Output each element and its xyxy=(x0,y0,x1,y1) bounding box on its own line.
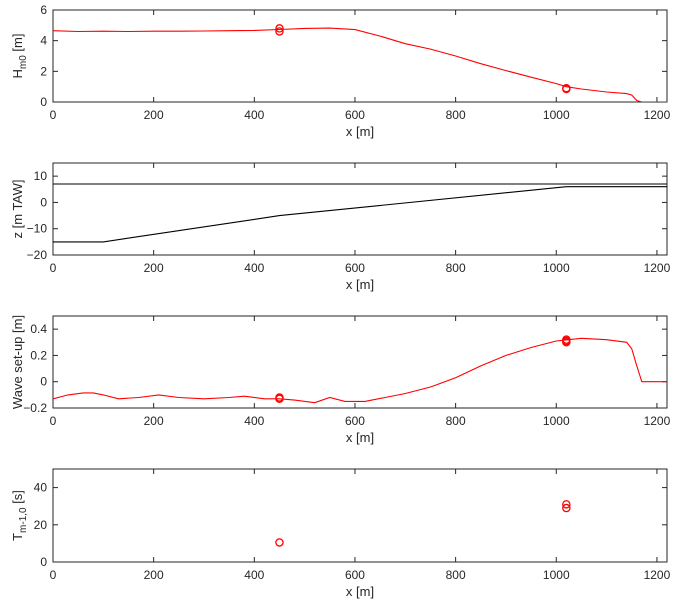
x-axis-label: x [m] xyxy=(346,584,374,599)
plot-area xyxy=(52,315,668,409)
x-tick-label: 1200 xyxy=(644,414,671,428)
x-tick-label: 600 xyxy=(345,108,365,122)
x-tick-label: 800 xyxy=(446,108,466,122)
x-tick-label: 1200 xyxy=(644,568,671,582)
panel-2: 0 200 400 600 800 1000 1200 −20 −10 0 10 x [m] z [m … xyxy=(10,162,671,292)
data-point xyxy=(562,338,571,347)
x-tick-label: 400 xyxy=(244,414,264,428)
x-tick-label: 0 xyxy=(50,108,57,122)
x-tick-label: 1200 xyxy=(644,108,671,122)
x-tick-label: 200 xyxy=(144,568,164,582)
x-tick-label: 800 xyxy=(446,261,466,275)
y-tick-label: 10 xyxy=(34,169,48,183)
x-tick-label: 1000 xyxy=(543,568,570,582)
data-point xyxy=(562,335,571,344)
data-point xyxy=(562,500,571,509)
x-tick-label: 200 xyxy=(144,261,164,275)
y-axis-label: Hm0 [m] xyxy=(10,34,29,79)
x-tick-label: 1200 xyxy=(644,261,671,275)
x-tick-label: 800 xyxy=(446,414,466,428)
y-tick-label: 0.2 xyxy=(30,348,47,362)
x-tick-label: 400 xyxy=(244,261,264,275)
x-tick-label: 400 xyxy=(244,108,264,122)
series-line xyxy=(53,186,667,243)
x-tick-label: 400 xyxy=(244,568,264,582)
y-tick-label: 20 xyxy=(34,518,48,532)
x-tick-label: 200 xyxy=(144,414,164,428)
x-tick-label: 0 xyxy=(50,568,57,582)
series-line xyxy=(53,27,667,102)
y-tick-label: −10 xyxy=(27,222,48,236)
y-tick-label: 0 xyxy=(40,375,47,389)
data-point xyxy=(562,83,571,93)
panel-1: 0 200 400 600 800 1000 1200 0 2 4 6 x [m] Hm0 [m] xyxy=(10,3,671,139)
x-tick-label: 0 xyxy=(50,414,57,428)
y-tick-label: 0 xyxy=(40,95,47,109)
y-tick-label: −20 xyxy=(27,248,48,262)
plot-area xyxy=(52,162,668,256)
data-point xyxy=(275,394,284,404)
series-line xyxy=(53,337,667,404)
data-point xyxy=(275,538,284,547)
x-tick-label: 800 xyxy=(446,568,466,582)
y-tick-label: 6 xyxy=(40,3,47,17)
x-tick-label: 600 xyxy=(345,414,365,428)
data-point xyxy=(562,503,571,513)
x-tick-label: 600 xyxy=(345,568,365,582)
y-tick-label: 2 xyxy=(40,64,47,78)
y-axis-label: z [m TAW] xyxy=(10,180,25,239)
panel-3: 0 200 400 600 800 1000 1200−0.200.20.4x [m]Wav… xyxy=(10,315,671,445)
y-axis-label: Wave set-up [m] xyxy=(10,315,25,409)
x-tick-label: 1000 xyxy=(543,261,570,275)
x-axis-label: x [m] xyxy=(346,124,374,139)
y-tick-label: 0 xyxy=(40,555,47,569)
y-tick-label: 0 xyxy=(40,195,47,209)
x-tick-label: 1000 xyxy=(543,414,570,428)
x-axis-label: x [m] xyxy=(346,430,374,445)
x-tick-label: 1000 xyxy=(543,108,570,122)
y-tick-label: 0.4 xyxy=(30,322,47,336)
plot-area xyxy=(52,468,668,563)
panel-4: 0 200 400 600 800 1000 1200 0 20 40 x [m] Tm-1,0 [s… xyxy=(10,468,671,599)
y-axis-label: Tm-1,0 [s] xyxy=(10,490,29,541)
y-tick-label: 40 xyxy=(34,481,48,495)
y-tick-label: 4 xyxy=(40,34,47,48)
x-tick-label: 200 xyxy=(144,108,164,122)
x-tick-label: 600 xyxy=(345,261,365,275)
x-axis-label: x [m] xyxy=(346,277,374,292)
x-tick-label: 0 xyxy=(50,261,57,275)
y-tick-label: −0.2 xyxy=(23,401,47,415)
data-point xyxy=(275,24,284,33)
data-point xyxy=(275,27,284,36)
